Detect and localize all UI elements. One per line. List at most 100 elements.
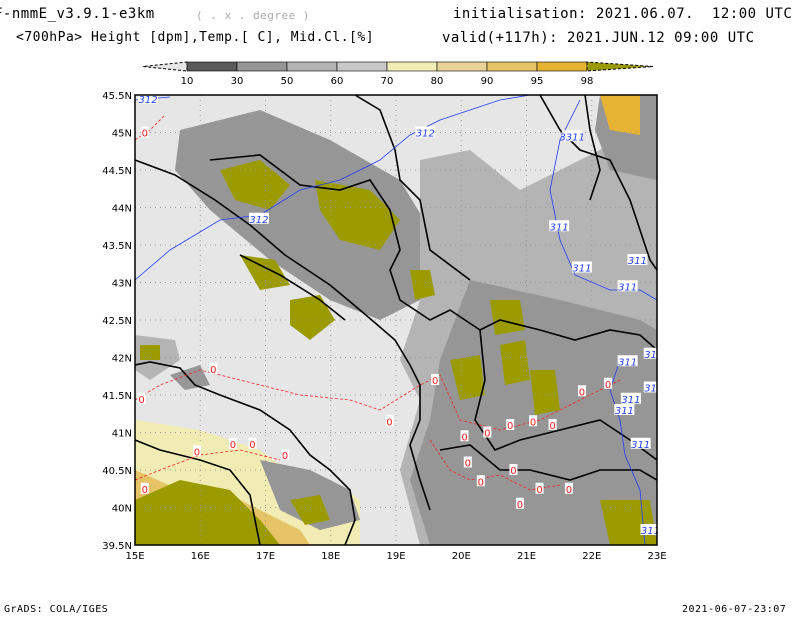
- colorbar-swatch: [186, 61, 238, 72]
- height-label-background: [640, 524, 657, 535]
- lat-label: 39.5N: [102, 541, 132, 552]
- height-label-background: [571, 261, 592, 273]
- height-label-background: [617, 355, 638, 367]
- temperature-contour-label: 0: [566, 485, 572, 496]
- temperature-label-background: [476, 475, 485, 487]
- temperature-label-background: [431, 374, 440, 385]
- colorbar-over-triangle: [586, 61, 654, 72]
- temperature-contour-label: 0: [230, 440, 236, 451]
- height-contour-label: 3311: [559, 132, 584, 143]
- lon-label: 18E: [321, 551, 340, 562]
- temperature-label-background: [460, 430, 469, 442]
- height-contour-label: 312: [139, 95, 158, 106]
- temperature-contour-label: 0: [465, 459, 471, 470]
- temperature-contour-label: 0: [510, 466, 516, 477]
- temperature-contour-label: 0: [530, 417, 536, 428]
- height-label-background: [627, 254, 648, 265]
- temperature-contour-label: 0: [517, 500, 523, 511]
- lat-label: 42.5N: [102, 316, 132, 327]
- colorbar-swatch: [436, 61, 488, 72]
- colorbar-label: 30: [231, 76, 244, 87]
- temperature-label-background: [529, 415, 538, 427]
- lat-label: 41.5N: [102, 391, 132, 402]
- colorbar-swatch: [236, 61, 288, 72]
- temperature-label-background: [548, 419, 557, 430]
- temperature-contour-label: 0: [138, 395, 144, 406]
- colorbar-under-triangle: [142, 61, 188, 72]
- projection-label: ( . x . degree ): [196, 9, 310, 22]
- temperature-label-background: [564, 482, 573, 494]
- footer-timestamp: 2021-06-07-23:07: [682, 604, 787, 615]
- temperature-contour-label: 0: [484, 429, 490, 440]
- lon-label: 15E: [125, 551, 144, 562]
- lon-label: 19E: [386, 551, 405, 562]
- lat-label: 44.5N: [102, 166, 132, 177]
- temperature-contour-label: 0: [249, 440, 255, 451]
- height-contour-label: 312: [249, 215, 268, 226]
- height-contour-label: 311: [628, 256, 647, 267]
- lon-label: 21E: [517, 551, 536, 562]
- height-contour-label: 311: [618, 282, 637, 293]
- temperature-label-background: [535, 482, 544, 494]
- lat-label: 43.5N: [102, 241, 132, 252]
- height-contour-label: 311: [550, 222, 569, 233]
- temperature-contour-label: 0: [386, 417, 392, 428]
- temperature-label-background: [192, 445, 201, 457]
- temperature-label-background: [228, 437, 237, 449]
- colorbar-label: 50: [281, 76, 294, 87]
- temperature-label-background: [463, 456, 472, 468]
- temperature-label-background: [140, 482, 149, 494]
- lat-label: 45N: [112, 129, 132, 140]
- temperature-contour-label: 0: [142, 129, 148, 140]
- lon-label: 20E: [452, 551, 471, 562]
- footer-credit: GrADS: COLA/IGES: [4, 604, 109, 615]
- model-title: F-nmmE_v3.9.1-e3km: [0, 6, 155, 22]
- height-label-background: [415, 126, 436, 138]
- temperature-label-background: [506, 419, 515, 430]
- temperature-contour-label: 0: [507, 421, 513, 432]
- height-label-background: [643, 381, 657, 393]
- height-contour-label: 312: [416, 129, 435, 140]
- temperature-label-background: [248, 437, 257, 449]
- height-contour-label: 311: [644, 350, 663, 361]
- colorbar-swatch: [336, 61, 388, 72]
- temperature-contour-label: 0: [432, 376, 438, 387]
- temperature-contour-label: 0: [210, 365, 216, 376]
- variable-title: <700hPa> Height [dpm],Temp.[ C], Mid.Cl.…: [16, 30, 375, 45]
- temperature-contour-label: 0: [605, 380, 611, 391]
- temperature-label-background: [140, 126, 149, 138]
- temperature-contour-label: 0: [579, 387, 585, 398]
- lon-label: 17E: [256, 551, 275, 562]
- lat-lon-grid: [135, 95, 657, 545]
- coastlines-borders: [135, 95, 657, 545]
- map-frame: [134, 94, 658, 546]
- lat-label: 45.5N: [102, 91, 132, 102]
- colorbar-swatch: [386, 61, 438, 72]
- height-contour-label: 311: [572, 264, 591, 275]
- colorbar-label: 10: [181, 76, 194, 87]
- height-contour-label: 311: [631, 440, 650, 451]
- temperature-contour-label: 0: [461, 432, 467, 443]
- colorbar: 10 30 50 60 70 80 90 95 98: [142, 61, 654, 87]
- height-label-background: [614, 404, 635, 415]
- colorbar-label: 60: [331, 76, 344, 87]
- lon-label: 16E: [191, 551, 210, 562]
- height-label-background: [248, 212, 269, 224]
- lat-label: 40.5N: [102, 466, 132, 477]
- temperature-contour-label: 0: [536, 485, 542, 496]
- lat-label: 44N: [112, 204, 132, 215]
- temperature-contour-label: 0: [478, 477, 484, 488]
- axis-labels: 15E 16E 17E 18E 19E 20E 21E 22E 23E 45.5N 45N 44.5N…: [102, 91, 666, 562]
- colorbar-swatch: [286, 61, 338, 72]
- height-contour-label: 311: [644, 384, 663, 395]
- temperature-label-background: [483, 426, 492, 438]
- temperature-label-background: [281, 449, 290, 460]
- temperature-label-background: [604, 377, 613, 389]
- height-contour-label: 311: [618, 357, 637, 368]
- height-contour-label: 311: [615, 406, 634, 417]
- valid-time: valid(+117h): 2021.JUN.12 09:00 UTC: [442, 30, 755, 46]
- height-contour-label: 311: [621, 395, 640, 406]
